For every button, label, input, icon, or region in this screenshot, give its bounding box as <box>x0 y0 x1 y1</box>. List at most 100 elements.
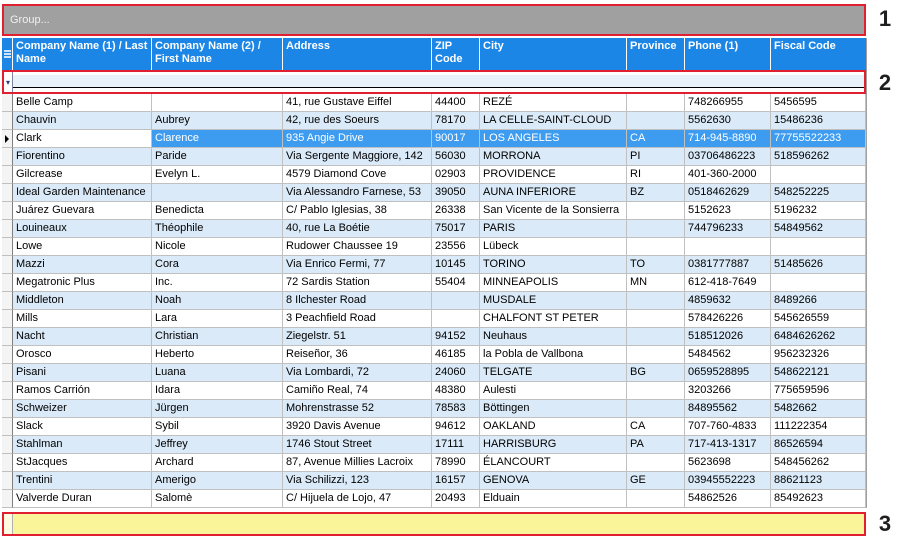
table-cell-c6[interactable] <box>627 490 685 508</box>
table-cell-c7[interactable]: 717-413-1317 <box>685 436 771 454</box>
row-selector[interactable] <box>2 328 13 346</box>
table-cell-c2[interactable]: Noah <box>152 292 283 310</box>
table-cell-c5[interactable]: MUSDALE <box>480 292 627 310</box>
table-cell-c6[interactable] <box>627 238 685 256</box>
table-cell-c3[interactable]: C/ Pablo Iglesias, 38 <box>283 202 432 220</box>
table-cell-c7[interactable]: 03945552223 <box>685 472 771 490</box>
table-cell-c8[interactable]: 111222354 <box>771 418 866 436</box>
row-selector[interactable] <box>2 238 13 256</box>
table-cell-c2[interactable]: Archard <box>152 454 283 472</box>
row-selector[interactable] <box>2 418 13 436</box>
table-cell-c6[interactable]: TO <box>627 256 685 274</box>
row-selector[interactable] <box>2 292 13 310</box>
row-selector[interactable] <box>2 202 13 220</box>
table-cell-c6[interactable] <box>627 202 685 220</box>
table-cell-c2[interactable]: Evelyn L. <box>152 166 283 184</box>
table-cell-c1[interactable]: Chauvin <box>13 112 152 130</box>
table-cell-c5[interactable]: OAKLAND <box>480 418 627 436</box>
table-cell-c1[interactable]: Lowe <box>13 238 152 256</box>
table-cell-c5[interactable]: MORRONA <box>480 148 627 166</box>
table-cell-c2[interactable] <box>152 94 283 112</box>
table-cell-c6[interactable] <box>627 310 685 328</box>
table-row[interactable]: Schweizer Jürgen Mohrenstrasse 52 78583 Bött… <box>2 400 866 418</box>
table-cell-c5[interactable]: TELGATE <box>480 364 627 382</box>
table-cell-c7[interactable]: 5562630 <box>685 112 771 130</box>
group-by-panel[interactable]: Group... <box>2 4 866 36</box>
table-cell-c1[interactable]: Mazzi <box>13 256 152 274</box>
table-cell-c6[interactable] <box>627 292 685 310</box>
table-cell-c8[interactable]: 956232326 <box>771 346 866 364</box>
table-cell-c4[interactable]: 10145 <box>432 256 480 274</box>
table-cell-c8[interactable]: 77755522233 <box>771 130 866 148</box>
table-cell-c1[interactable]: Mills <box>13 310 152 328</box>
table-cell-c8[interactable]: 88621123 <box>771 472 866 490</box>
table-cell-c4[interactable]: 02903 <box>432 166 480 184</box>
table-cell-c7[interactable]: 707-760-4833 <box>685 418 771 436</box>
table-cell-c4[interactable]: 23556 <box>432 238 480 256</box>
table-cell-c8[interactable]: 51485626 <box>771 256 866 274</box>
row-selector[interactable] <box>2 220 13 238</box>
table-cell-c2[interactable]: Aubrey <box>152 112 283 130</box>
table-cell-c8[interactable]: 54849562 <box>771 220 866 238</box>
table-cell-c6[interactable] <box>627 220 685 238</box>
table-cell-c2[interactable]: Clarence <box>152 130 283 148</box>
table-cell-c3[interactable]: 4579 Diamond Cove <box>283 166 432 184</box>
row-selector[interactable] <box>2 274 13 292</box>
table-cell-c7[interactable]: 518512026 <box>685 328 771 346</box>
table-cell-c3[interactable]: Via Alessandro Farnese, 53 <box>283 184 432 202</box>
filter-input[interactable] <box>13 75 864 88</box>
table-row[interactable]: Clark Clarence 935 Angie Drive 90017 LOS ANG… <box>2 130 866 148</box>
table-row[interactable]: Juárez Guevara Benedicta C/ Pablo Iglesias… <box>2 202 866 220</box>
table-cell-c8[interactable]: 5196232 <box>771 202 866 220</box>
table-cell-c3[interactable]: C/ Hijuela de Lojo, 47 <box>283 490 432 508</box>
table-cell-c5[interactable]: la Pobla de Vallbona <box>480 346 627 364</box>
row-selector[interactable] <box>2 364 13 382</box>
table-cell-c6[interactable] <box>627 94 685 112</box>
table-cell-c5[interactable]: Elduain <box>480 490 627 508</box>
table-cell-c6[interactable]: RI <box>627 166 685 184</box>
table-cell-c4[interactable]: 24060 <box>432 364 480 382</box>
table-cell-c8[interactable]: 15486236 <box>771 112 866 130</box>
table-cell-c2[interactable]: Jürgen <box>152 400 283 418</box>
table-cell-c8[interactable]: 85492623 <box>771 490 866 508</box>
row-selector[interactable] <box>2 184 13 202</box>
table-cell-c3[interactable]: Rudower Chaussee 19 <box>283 238 432 256</box>
column-chooser-button[interactable] <box>2 38 13 70</box>
column-header-company-name-2[interactable]: Company Name (2) / First Name <box>152 38 283 70</box>
table-cell-c6[interactable]: BZ <box>627 184 685 202</box>
table-cell-c6[interactable]: BG <box>627 364 685 382</box>
table-cell-c5[interactable]: Aulesti <box>480 382 627 400</box>
table-cell-c4[interactable]: 46185 <box>432 346 480 364</box>
table-cell-c7[interactable]: 0518462629 <box>685 184 771 202</box>
table-cell-c8[interactable]: 548622121 <box>771 364 866 382</box>
table-cell-c2[interactable]: Luana <box>152 364 283 382</box>
table-cell-c8[interactable]: 548456262 <box>771 454 866 472</box>
table-cell-c5[interactable]: Neuhaus <box>480 328 627 346</box>
table-row[interactable]: Ramos Carrión Idara Camiño Real, 74 48380 Au… <box>2 382 866 400</box>
table-cell-c5[interactable]: GENOVA <box>480 472 627 490</box>
table-cell-c3[interactable]: Camiño Real, 74 <box>283 382 432 400</box>
table-cell-c3[interactable]: 42, rue des Soeurs <box>283 112 432 130</box>
table-row[interactable]: Belle Camp 41, rue Gustave Eiffel 44400 REZ… <box>2 94 866 112</box>
table-cell-c1[interactable]: Trentini <box>13 472 152 490</box>
table-cell-c8[interactable] <box>771 238 866 256</box>
table-cell-c3[interactable]: 72 Sardis Station <box>283 274 432 292</box>
table-cell-c8[interactable]: 86526594 <box>771 436 866 454</box>
table-cell-c2[interactable]: Idara <box>152 382 283 400</box>
table-cell-c4[interactable]: 75017 <box>432 220 480 238</box>
column-header-zip-code[interactable]: ZIP Code <box>432 38 480 70</box>
table-cell-c2[interactable]: Cora <box>152 256 283 274</box>
row-selector[interactable] <box>2 490 13 508</box>
table-cell-c7[interactable]: 5623698 <box>685 454 771 472</box>
table-cell-c7[interactable]: 5484562 <box>685 346 771 364</box>
table-row[interactable]: Valverde Duran Salomè C/ Hijuela de Lojo, … <box>2 490 866 508</box>
table-cell-c1[interactable]: Nacht <box>13 328 152 346</box>
table-row[interactable]: Mills Lara 3 Peachfield Road CHALFONT ST PE… <box>2 310 866 328</box>
table-cell-c3[interactable]: Reiseñor, 36 <box>283 346 432 364</box>
table-cell-c1[interactable]: Ideal Garden Maintenance <box>13 184 152 202</box>
table-row[interactable]: Trentini Amerigo Via Schilizzi, 123 16157 GE… <box>2 472 866 490</box>
table-cell-c2[interactable]: Paride <box>152 148 283 166</box>
table-cell-c1[interactable]: Slack <box>13 418 152 436</box>
table-cell-c3[interactable]: 40, rue La Boétie <box>283 220 432 238</box>
table-cell-c3[interactable]: Via Schilizzi, 123 <box>283 472 432 490</box>
